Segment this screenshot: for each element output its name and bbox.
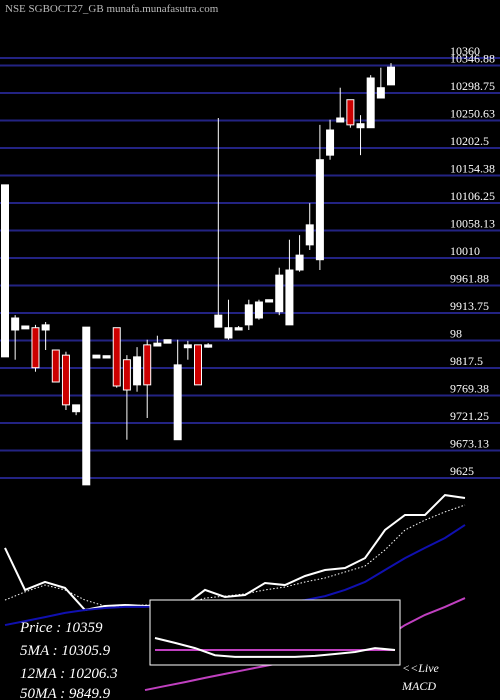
ma12-label: 12MA : 10206.3: [20, 666, 118, 682]
candle-up: [336, 117, 345, 123]
candle-up: [356, 123, 365, 129]
chart-title: NSE SGBOCT27_GB munafa.munafasutra.com: [5, 3, 219, 15]
price-label: Price : 10359: [19, 620, 103, 636]
candle-up: [72, 404, 81, 413]
candle-up: [376, 87, 385, 99]
candle-up: [102, 355, 111, 359]
candle-up: [92, 354, 101, 359]
candle-up: [285, 269, 294, 326]
candle-up: [315, 159, 324, 261]
y-tick-label: 10250.63: [450, 106, 495, 120]
candle-down: [61, 354, 70, 406]
y-tick-label: 10202.5: [450, 134, 489, 148]
macd-label: MACD: [401, 679, 436, 693]
macd-box: [149, 599, 401, 666]
candle-up: [387, 66, 395, 86]
candle-up: [295, 254, 304, 271]
ma50-label: 50MA : 9849.9: [20, 686, 111, 700]
y-tick-label: 98: [450, 326, 462, 340]
y-tick-label: 10360: [450, 44, 480, 58]
macd-line: [154, 637, 396, 658]
candle-up: [11, 317, 20, 331]
candle-up: [305, 224, 314, 246]
y-tick-label: 9961.88: [450, 271, 489, 285]
candle-up: [41, 324, 50, 331]
y-tick-label: 10346.88: [450, 51, 495, 65]
candle-down: [346, 99, 355, 126]
candle-down: [143, 344, 152, 386]
candle-up: [82, 326, 91, 486]
candle-down: [51, 349, 60, 383]
ma-line: [4, 494, 466, 612]
macd: [154, 637, 396, 658]
candle-up: [224, 327, 233, 339]
candle-up: [133, 356, 142, 386]
y-tick-label: 10058.13: [450, 216, 495, 230]
candle-up: [326, 129, 335, 156]
y-tick-label: 9721.25: [450, 409, 489, 423]
live-label: <<Live: [402, 661, 440, 675]
candle-up: [21, 325, 30, 330]
candle-up: [183, 344, 192, 349]
candle-up: [254, 301, 263, 319]
candle-up: [1, 184, 9, 358]
candle-up: [244, 304, 253, 326]
candle-up: [163, 339, 172, 344]
candle-up: [265, 299, 274, 303]
candle-down: [194, 344, 202, 386]
candle-up: [214, 314, 223, 328]
ma5-label: 5MA : 10305.9: [20, 643, 111, 659]
candle-up: [366, 77, 375, 129]
candle-up: [234, 327, 243, 331]
candle-up: [204, 344, 213, 348]
y-tick-label: 10106.25: [450, 189, 495, 203]
candle-up: [275, 274, 284, 313]
candle-down: [122, 359, 131, 391]
y-tick-label: 9673.13: [450, 436, 489, 450]
y-tick-label: 9625: [450, 464, 474, 478]
candle-down: [112, 327, 121, 387]
candle-up: [173, 364, 182, 441]
y-tick-label: 9769.38: [450, 381, 489, 395]
y-tick-label: 9817.5: [450, 354, 483, 368]
y-tick-label: 10010: [450, 244, 480, 258]
y-tick-label: 9913.75: [450, 299, 489, 313]
y-tick-label: 10298.75: [450, 79, 495, 93]
candle-down: [31, 327, 40, 369]
y-tick-label: 10154.38: [450, 161, 495, 175]
candle-up: [153, 342, 162, 347]
candles: [1, 63, 395, 486]
